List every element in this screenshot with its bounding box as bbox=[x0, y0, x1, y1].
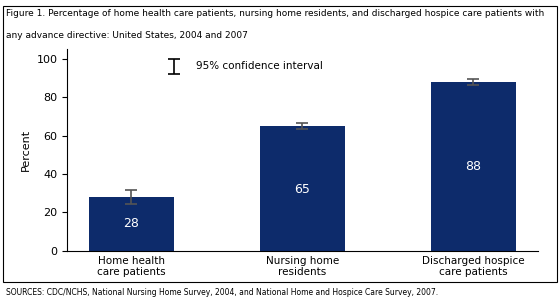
Text: SOURCES: CDC/NCHS, National Nursing Home Survey, 2004, and National Home and Hos: SOURCES: CDC/NCHS, National Nursing Home… bbox=[6, 288, 438, 297]
Text: any advance directive: United States, 2004 and 2007: any advance directive: United States, 20… bbox=[6, 31, 248, 39]
Bar bbox=[260, 126, 345, 251]
Text: Figure 1. Percentage of home health care patients, nursing home residents, and d: Figure 1. Percentage of home health care… bbox=[6, 9, 544, 18]
Text: 28: 28 bbox=[123, 218, 139, 230]
Text: 88: 88 bbox=[465, 160, 482, 173]
Text: 95% confidence interval: 95% confidence interval bbox=[197, 61, 323, 71]
Bar bbox=[88, 197, 174, 251]
Text: 65: 65 bbox=[295, 183, 310, 196]
Bar bbox=[431, 82, 516, 251]
Y-axis label: Percent: Percent bbox=[21, 129, 31, 171]
